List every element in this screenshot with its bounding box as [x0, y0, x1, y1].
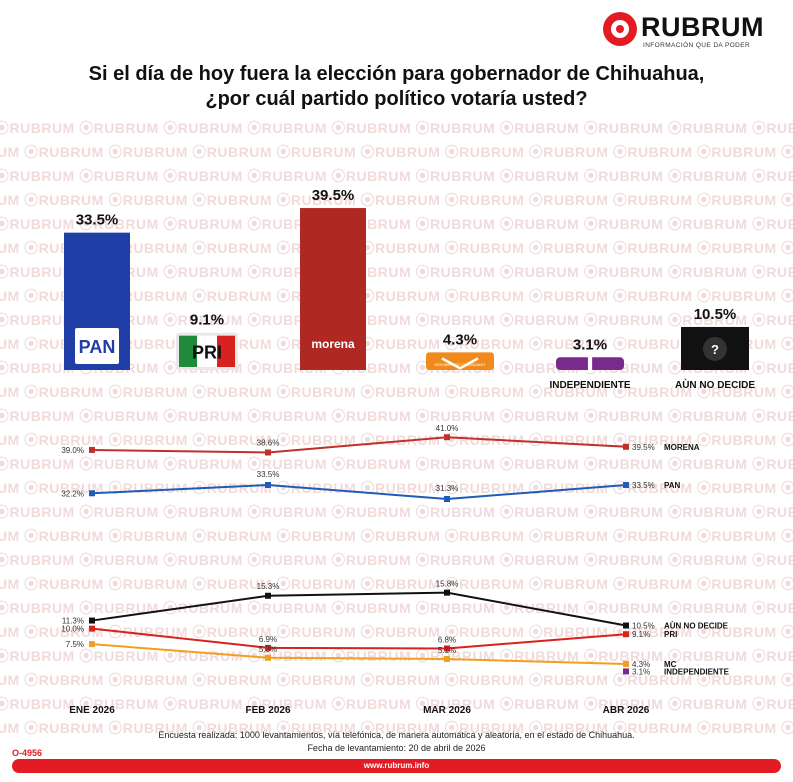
line-value-label: 10.5%: [632, 622, 655, 631]
line-value-label: 15.8%: [436, 580, 459, 589]
line-value-label: 15.3%: [257, 582, 280, 591]
line-point: [623, 668, 629, 675]
bar-value-label: 4.3%: [443, 331, 477, 348]
line-point: [265, 654, 271, 661]
x-tick-label: MAR 2026: [423, 705, 471, 716]
survey-code: O-4956: [12, 748, 43, 758]
line-point: [89, 446, 95, 453]
website-link[interactable]: www.rubrum.info: [363, 761, 430, 770]
line-point: [623, 660, 629, 667]
line-value-label: 5.1%: [438, 646, 456, 655]
method-note: Encuesta realizada: 1000 levantamientos,…: [158, 730, 635, 740]
line-series: [91, 483, 627, 501]
line-value-label: 7.5%: [66, 640, 84, 649]
charts-canvas: PAN 33.5% PRI 9.1% morena 39.5% MOVIMIENTO CIU…: [61, 187, 755, 716]
series-name-label: MC: [664, 660, 677, 669]
bar-independiente: [556, 357, 624, 370]
line-value-label: 5.3%: [259, 645, 277, 654]
mc-logo-text: MOVIMIENTO CIUDADANO: [435, 362, 486, 367]
question-mark-icon: ?: [711, 342, 719, 357]
line-point: [89, 490, 95, 497]
line-point: [265, 644, 271, 651]
logo-mark-icon: [603, 12, 637, 46]
brand-tagline: INFORMACIÓN QUE DA PODER: [643, 42, 751, 49]
line-value-label: 6.9%: [259, 635, 277, 644]
line-value-label: 33.5%: [257, 470, 280, 479]
line-value-label: 6.8%: [438, 635, 456, 644]
pri-logo-text: PRI: [192, 342, 222, 362]
line-point: [444, 434, 450, 441]
line-value-label: 9.1%: [632, 630, 650, 639]
bar-value-label: 10.5%: [694, 306, 737, 323]
page-title: Si el día de hoy fuera la elección para …: [0, 62, 793, 112]
footer-band: www.rubrum.info: [12, 759, 781, 773]
line-point: [444, 589, 450, 596]
series-name-label: PRI: [664, 630, 677, 639]
line-value-label: 33.5%: [632, 481, 655, 490]
x-tick-label: FEB 2026: [245, 705, 290, 716]
line-point: [265, 481, 271, 488]
line-value-label: 39.0%: [61, 446, 84, 455]
pan-logo-text: PAN: [79, 337, 116, 357]
line-series: [91, 591, 627, 627]
bar-mc: [426, 352, 494, 370]
bar-value-label: 9.1%: [190, 312, 224, 329]
line-point: [623, 631, 629, 638]
line-point: [623, 622, 629, 629]
morena-logo-text: morena: [311, 337, 355, 351]
series-name-label: MORENA: [664, 443, 700, 452]
line-value-label: 11.3%: [62, 617, 84, 626]
brand-logo: RUBRUM INFORMACIÓN QUE DA PODER: [603, 12, 773, 52]
brand-name: RUBRUM: [641, 12, 764, 42]
line-point: [444, 645, 450, 652]
independiente-logo-text: I: [585, 352, 595, 378]
silhouette-head-icon: [703, 336, 727, 361]
pri-green-band: [179, 335, 197, 367]
bar-value-label: 39.5%: [312, 187, 355, 204]
bar-category-label: AÙN NO DECIDE: [675, 378, 755, 391]
series-name-label: INDEPENDIENTE: [664, 667, 730, 676]
line-point: [89, 617, 95, 624]
line-point: [623, 443, 629, 450]
line-point: [623, 481, 629, 488]
series-name-label: PAN: [664, 481, 681, 490]
line-value-label: 32.2%: [61, 489, 84, 498]
bar-value-label: 33.5%: [76, 212, 119, 229]
line-series: [91, 627, 627, 650]
line-value-label: 4.3%: [632, 660, 650, 669]
line-value-label: 41.0%: [436, 424, 459, 433]
line-point: [444, 656, 450, 662]
line-value-label: 31.3%: [436, 484, 459, 493]
bar-category-label: INDEPENDIENTE: [549, 380, 630, 391]
line-series: [91, 436, 627, 454]
line-point: [89, 641, 95, 648]
line-point: [265, 592, 271, 599]
pri-red-band: [217, 335, 235, 367]
line-value-label: 39.5%: [632, 443, 655, 452]
series-name-label: AÙN NO DECIDE: [664, 622, 729, 631]
line-value-label: 10.0%: [61, 625, 84, 634]
line-value-label: 38.6%: [257, 438, 280, 447]
pan-logo-box: [75, 328, 119, 364]
title-line-1: Si el día de hoy fuera la elección para …: [88, 63, 705, 85]
line-point: [89, 625, 95, 632]
x-tick-label: ENE 2026: [69, 705, 115, 716]
line-series: [91, 643, 627, 665]
bar-morena: [300, 208, 366, 370]
pri-white-band: [197, 335, 217, 367]
line-point: [265, 449, 271, 456]
mc-eagle-icon: [441, 357, 479, 370]
x-tick-label: ABR 2026: [603, 705, 650, 716]
title-line-2: ¿por cuál partido político votaría usted…: [205, 88, 588, 110]
bar-value-label: 3.1%: [573, 336, 607, 353]
line-point: [444, 496, 450, 502]
line-value-label: 3.1%: [632, 667, 650, 676]
date-note: Fecha de levantamiento: 20 de abril de 2…: [307, 743, 486, 753]
